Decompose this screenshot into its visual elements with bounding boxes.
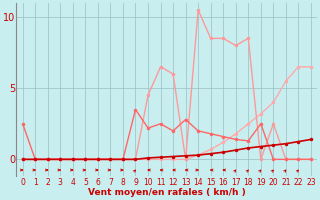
X-axis label: Vent moyen/en rafales ( km/h ): Vent moyen/en rafales ( km/h ) [88,188,246,197]
